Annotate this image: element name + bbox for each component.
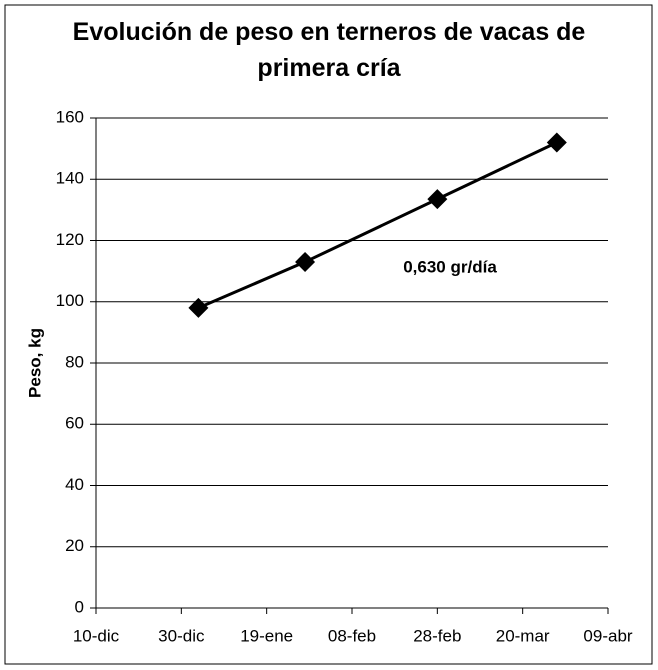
x-tick-label: 30-dic [158, 626, 205, 645]
y-tick-label: 0 [75, 597, 84, 616]
marker [427, 189, 448, 210]
y-tick-label: 100 [56, 291, 84, 310]
x-tick-label: 19-ene [240, 626, 293, 645]
y-tick-label: 60 [65, 414, 84, 433]
chart-border [4, 4, 653, 665]
y-tick-label: 40 [65, 475, 84, 494]
annotation: 0,630 gr/día [403, 257, 497, 276]
x-tick-label: 20-mar [496, 626, 550, 645]
x-tick-label: 09-abr [583, 626, 632, 645]
y-tick-label: 80 [65, 352, 84, 371]
chart-title: Evolución de peso en terneros de vacas d… [72, 18, 586, 82]
y-tick-label: 120 [56, 230, 84, 249]
y-tick-label: 20 [65, 536, 84, 555]
marker [546, 132, 567, 153]
x-tick-label: 28-feb [413, 626, 461, 645]
marker [295, 251, 316, 272]
marker [188, 297, 209, 318]
line [197, 141, 558, 310]
x-tick-label: 08-feb [328, 626, 376, 645]
x-tick-label: 10-dic [73, 626, 120, 645]
y-tick-label: 140 [56, 169, 84, 188]
y-tick-label: 160 [56, 107, 84, 126]
y-axis-label: Peso, kg [25, 328, 44, 398]
